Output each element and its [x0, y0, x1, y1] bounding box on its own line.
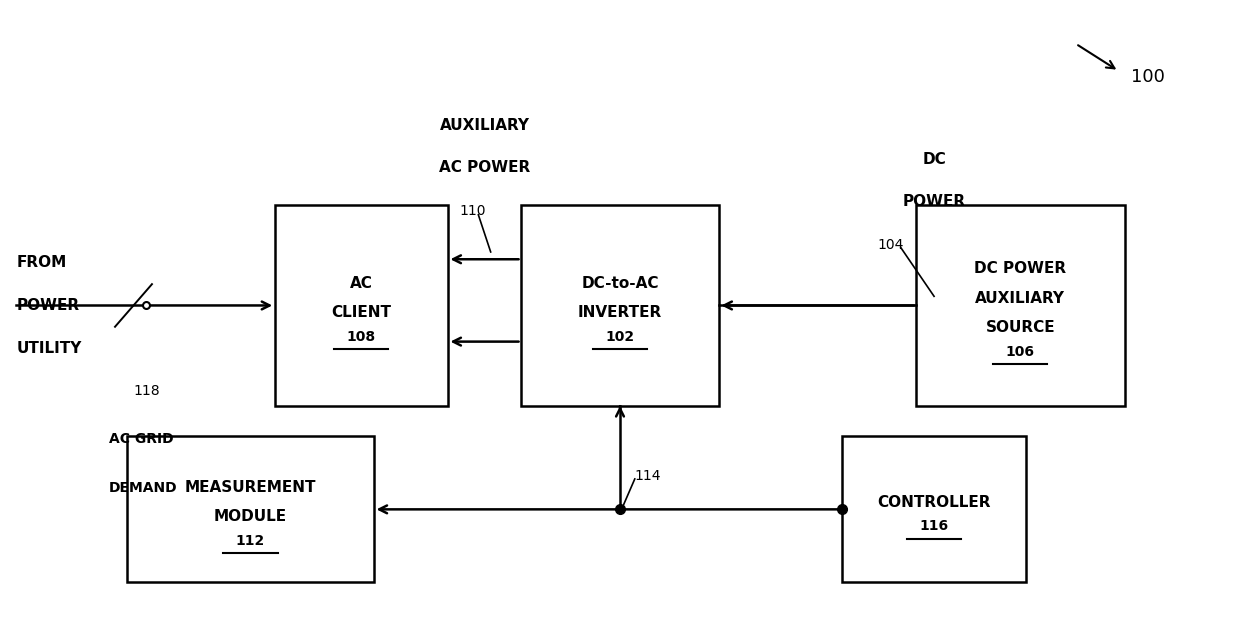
Text: DEMAND: DEMAND — [109, 481, 177, 495]
Text: INVERTER: INVERTER — [578, 305, 662, 320]
Text: DC POWER: DC POWER — [975, 262, 1066, 276]
Text: MEASUREMENT: MEASUREMENT — [185, 480, 316, 495]
Bar — [915, 205, 1125, 406]
Text: DC: DC — [923, 152, 946, 167]
Text: 102: 102 — [605, 330, 635, 344]
Text: 110: 110 — [459, 204, 485, 218]
Text: AC GRID: AC GRID — [109, 433, 174, 446]
Text: 100: 100 — [1131, 68, 1166, 86]
Text: POWER: POWER — [16, 298, 79, 313]
Bar — [522, 205, 718, 406]
Text: 112: 112 — [236, 534, 265, 548]
Text: AUXILIARY: AUXILIARY — [976, 291, 1065, 305]
Text: 114: 114 — [635, 469, 661, 483]
Bar — [128, 436, 373, 582]
Bar — [275, 205, 448, 406]
Text: AUXILIARY: AUXILIARY — [439, 118, 529, 133]
Text: 118: 118 — [134, 384, 160, 398]
Text: 104: 104 — [878, 238, 904, 252]
Text: SOURCE: SOURCE — [986, 320, 1055, 335]
Text: CLIENT: CLIENT — [331, 305, 392, 320]
Text: AC: AC — [350, 276, 373, 291]
Text: CONTROLLER: CONTROLLER — [878, 495, 991, 510]
Text: FROM: FROM — [16, 255, 67, 270]
Text: 106: 106 — [1006, 345, 1035, 358]
Text: 108: 108 — [347, 330, 376, 344]
Text: 116: 116 — [920, 520, 949, 534]
Text: UTILITY: UTILITY — [16, 341, 82, 355]
Text: AC POWER: AC POWER — [439, 160, 531, 175]
Text: POWER: POWER — [903, 194, 966, 210]
Text: DC-to-AC: DC-to-AC — [582, 276, 658, 291]
Text: MODULE: MODULE — [215, 509, 288, 524]
Bar — [842, 436, 1027, 582]
